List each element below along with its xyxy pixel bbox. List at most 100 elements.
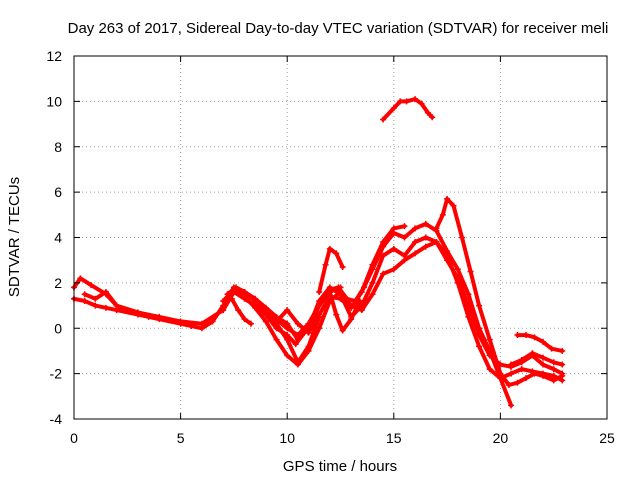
data-point	[559, 361, 566, 368]
data-point	[322, 261, 329, 268]
data-point	[559, 347, 566, 354]
data-point	[476, 325, 483, 332]
data-point	[401, 223, 408, 230]
data-point	[422, 234, 429, 241]
x-tick-label: 5	[177, 430, 185, 446]
data-point	[380, 252, 387, 259]
data-point	[369, 291, 376, 298]
data-point	[444, 248, 451, 255]
data-point	[358, 302, 365, 309]
data-point	[508, 370, 515, 377]
y-tick-label: 0	[54, 320, 62, 336]
data-point	[380, 116, 387, 123]
chart-title: Day 263 of 2017, Sidereal Day-to-day VTE…	[68, 20, 609, 37]
data-point	[522, 375, 529, 382]
data-point	[508, 402, 515, 409]
data-point	[380, 239, 387, 246]
x-tick-label: 10	[279, 430, 295, 446]
data-point	[92, 295, 99, 302]
data-point	[531, 370, 538, 377]
data-point	[198, 320, 205, 327]
data-point	[262, 304, 269, 311]
series-track-11	[433, 195, 566, 388]
data-point	[273, 318, 280, 325]
data-point	[262, 311, 269, 318]
data-point	[444, 257, 451, 264]
data-point	[467, 268, 474, 275]
data-point	[220, 307, 227, 314]
data-point	[156, 313, 163, 320]
data-point	[316, 311, 323, 318]
series-track-4	[220, 239, 566, 384]
x-tick-label: 0	[70, 430, 78, 446]
x-axis-label: GPS time / hours	[283, 458, 397, 475]
data-point	[247, 320, 254, 327]
data-point	[540, 361, 547, 368]
data-point	[529, 350, 536, 357]
series-track-9	[326, 288, 363, 334]
data-point	[241, 316, 248, 323]
data-point	[294, 320, 301, 327]
series-track-12	[508, 350, 566, 368]
data-point	[337, 295, 344, 302]
y-tick-label: 6	[54, 184, 62, 200]
data-point	[418, 100, 425, 107]
data-point	[177, 318, 184, 325]
data-point	[412, 250, 419, 257]
data-point	[292, 341, 299, 348]
data-point	[220, 298, 227, 305]
data-point	[102, 288, 109, 295]
data-point	[284, 320, 291, 327]
data-point	[316, 325, 323, 332]
series-track-14	[228, 295, 254, 327]
data-point	[459, 234, 466, 241]
data-point	[390, 105, 397, 112]
data-point	[401, 234, 408, 241]
data-point	[92, 302, 99, 309]
series-track-3	[81, 288, 152, 320]
data-point	[390, 266, 397, 273]
data-series	[71, 96, 566, 409]
data-point	[358, 288, 365, 295]
data-point	[439, 211, 446, 218]
data-point	[514, 379, 521, 386]
data-point	[339, 327, 346, 334]
data-point	[486, 336, 493, 343]
data-point	[403, 98, 410, 105]
data-point	[540, 354, 547, 361]
series-line	[229, 296, 253, 326]
data-point	[522, 332, 529, 339]
data-point	[113, 302, 120, 309]
series-line	[381, 97, 435, 122]
data-point	[369, 279, 376, 286]
data-point	[228, 295, 235, 302]
y-tick-label: 10	[46, 93, 62, 109]
y-tick-label: 2	[54, 275, 62, 291]
data-point	[124, 307, 131, 314]
y-tick-label: -2	[50, 366, 63, 382]
data-point	[369, 261, 376, 268]
data-point	[559, 372, 566, 379]
data-point	[548, 345, 555, 352]
data-point	[450, 202, 457, 209]
data-point	[424, 109, 431, 116]
y-tick-label: 8	[54, 139, 62, 155]
x-tick-label: 20	[493, 430, 509, 446]
data-point	[433, 225, 440, 232]
data-point	[316, 288, 323, 295]
data-point	[390, 225, 397, 232]
data-point	[514, 332, 521, 339]
data-point	[518, 366, 525, 373]
data-point	[284, 307, 291, 314]
y-axis-label: SDTVAR / TECUs	[6, 177, 23, 297]
data-point	[224, 291, 231, 298]
data-point	[531, 334, 538, 341]
data-point	[422, 243, 429, 250]
data-point	[433, 239, 440, 246]
data-point	[273, 325, 280, 332]
data-point	[284, 352, 291, 359]
y-tick-label: -4	[50, 411, 63, 427]
gridlines	[74, 56, 607, 419]
data-point	[145, 313, 152, 320]
